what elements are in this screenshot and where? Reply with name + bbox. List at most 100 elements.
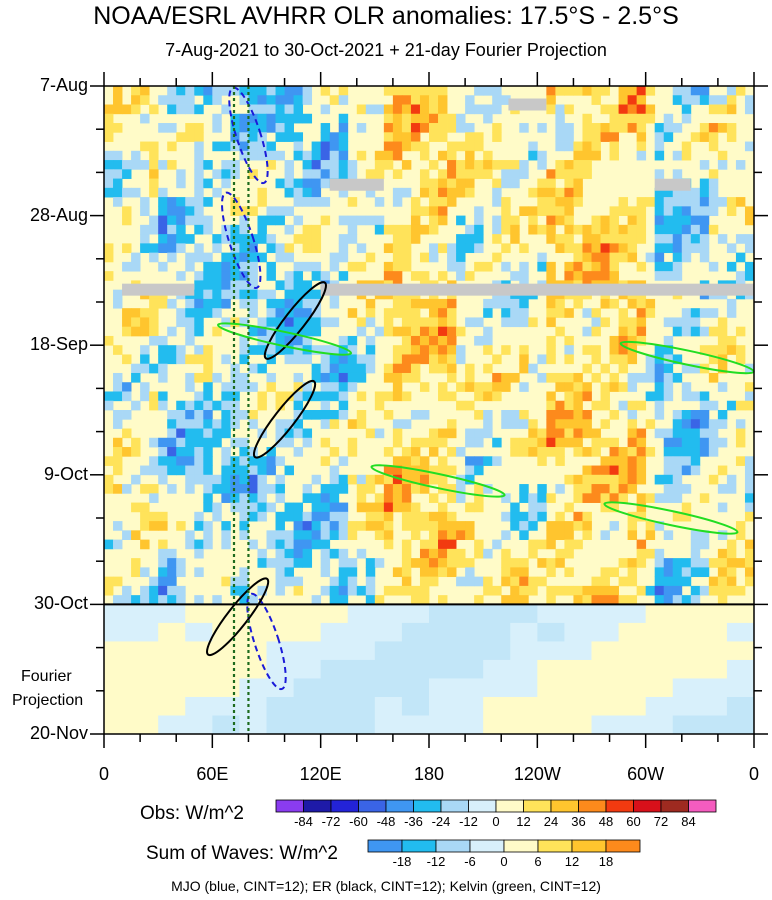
anomaly-cell: [582, 484, 592, 494]
anomaly-cell: [627, 206, 638, 216]
anomaly-cell: [699, 123, 710, 133]
anomaly-cell: [681, 465, 692, 476]
chart-subtitle: 7-Aug-2021 to 30-Oct-2021 + 21-day Fouri…: [165, 40, 607, 60]
anomaly-cell: [690, 428, 701, 439]
anomaly-cell: [690, 567, 701, 578]
anomaly-cell: [392, 169, 403, 179]
anomaly-cell: [347, 530, 358, 540]
anomaly-cell: [573, 437, 583, 448]
anomaly-cell: [636, 585, 647, 596]
anomaly-cell: [302, 548, 313, 559]
anomaly-cell: [564, 261, 574, 272]
anomaly-cell: [401, 567, 412, 578]
projection-cell: [131, 696, 159, 716]
anomaly-cell: [519, 567, 529, 578]
fourier-label-2: Projection: [12, 692, 84, 709]
projection-cell: [510, 604, 538, 624]
anomaly-cell: [492, 224, 502, 235]
anomaly-cell: [230, 132, 240, 142]
anomaly-cell: [257, 234, 267, 244]
anomaly-cell: [392, 104, 403, 115]
anomaly-cell: [546, 428, 556, 439]
anomaly-cell: [609, 113, 619, 124]
anomaly-cell: [591, 132, 601, 142]
anomaly-cell: [392, 261, 403, 272]
anomaly-cell: [663, 234, 674, 244]
anomaly-cell: [618, 86, 629, 96]
projection-cell: [429, 604, 457, 624]
anomaly-cell: [645, 372, 656, 383]
projection-cell: [726, 659, 755, 679]
anomaly-cell: [591, 493, 601, 503]
anomaly-cell: [338, 391, 349, 402]
anomaly-cell: [609, 150, 619, 161]
anomaly-cell: [158, 539, 168, 550]
anomaly-cell: [501, 382, 511, 392]
anomaly-cell: [338, 252, 349, 263]
anomaly-cell: [636, 447, 647, 457]
anomaly-cell: [573, 539, 583, 550]
anomaly-cell: [717, 502, 728, 513]
anomaly-cell: [726, 197, 737, 207]
anomaly-cell: [681, 428, 692, 439]
anomaly-cell: [383, 317, 394, 328]
anomaly-cell: [654, 410, 665, 420]
anomaly-cell: [257, 511, 267, 522]
x-tick-label: 120E: [299, 764, 342, 784]
anomaly-cell: [744, 548, 755, 559]
anomaly-cell: [735, 234, 746, 244]
anomaly-cell: [419, 456, 430, 466]
anomaly-cell: [194, 280, 204, 291]
anomaly-cell: [410, 410, 421, 420]
anomaly-cell: [645, 113, 656, 124]
anomaly-cell: [284, 530, 294, 540]
anomaly-cell: [501, 530, 511, 540]
anomaly-cell: [627, 474, 638, 485]
anomaly-cell: [555, 243, 565, 254]
anomaly-cell: [266, 298, 276, 309]
anomaly-cell: [618, 243, 629, 254]
anomaly-cell: [708, 224, 719, 235]
anomaly-cell: [410, 271, 421, 281]
waves-colorbar-label: Sum of Waves: W/m^2: [146, 843, 338, 864]
anomaly-cell: [537, 484, 547, 494]
anomaly-cell: [392, 502, 403, 513]
anomaly-cell: [194, 428, 204, 439]
anomaly-cell: [230, 206, 240, 216]
anomaly-cell: [438, 206, 448, 216]
anomaly-cell: [654, 548, 665, 559]
anomaly-cell: [447, 123, 457, 133]
anomaly-cell: [104, 456, 114, 466]
anomaly-cell: [410, 308, 421, 318]
anomaly-cell: [149, 493, 159, 503]
anomaly-cell: [573, 86, 583, 96]
anomaly-cell: [438, 530, 448, 540]
anomaly-cell: [293, 215, 304, 226]
anomaly-cell: [194, 465, 204, 476]
anomaly-cell: [149, 400, 159, 411]
anomaly-cell: [708, 576, 719, 587]
anomaly-cell: [140, 243, 150, 254]
anomaly-cell: [582, 595, 592, 605]
anomaly-cell: [636, 428, 647, 439]
anomaly-cell: [185, 437, 195, 448]
anomaly-cell: [645, 86, 656, 96]
anomaly-cell: [401, 576, 412, 587]
anomaly-cell: [302, 160, 313, 170]
anomaly-cell: [185, 104, 195, 115]
anomaly-cell: [185, 456, 195, 466]
anomaly-cell: [744, 95, 755, 105]
anomaly-cell: [627, 224, 638, 235]
anomaly-cell: [401, 484, 412, 494]
anomaly-cell: [158, 474, 168, 485]
anomaly-cell: [663, 271, 674, 281]
anomaly-cell: [510, 215, 520, 226]
anomaly-cell: [365, 169, 376, 179]
anomaly-cell: [555, 419, 565, 429]
anomaly-cell: [311, 187, 322, 198]
anomaly-cell: [104, 132, 114, 142]
anomaly-cell: [573, 447, 583, 457]
anomaly-cell: [681, 410, 692, 420]
anomaly-cell: [419, 484, 430, 494]
anomaly-cell: [519, 447, 529, 457]
